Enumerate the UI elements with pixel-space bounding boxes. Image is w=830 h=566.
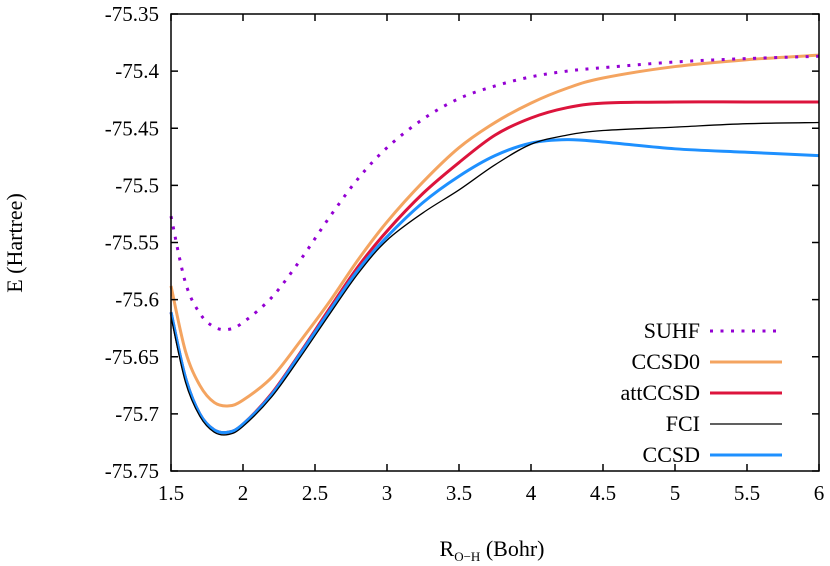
x-tick-label: 5.5: [734, 481, 760, 505]
x-tick-label: 4.5: [590, 481, 616, 505]
x-tick-label: 3: [382, 481, 393, 505]
legend-entry-ccsd: CCSD: [643, 442, 782, 467]
y-tick-label: -75.4: [115, 59, 159, 83]
legend-label: FCI: [666, 411, 700, 436]
legend-entry-ccsd0: CCSD0: [632, 349, 782, 374]
x-tick-label: 6: [814, 481, 825, 505]
axis-ticks: 1.5 2 2.5 3 3.5 4 4.5 5 5.5 6 -75.35 -75.4 -75.45 -75…: [105, 2, 825, 505]
legend-entry-fci: FCI: [666, 411, 782, 436]
y-tick-label: -75.55: [105, 231, 159, 255]
legend-label: attCCSD: [621, 380, 700, 405]
x-tick-label: 2: [238, 481, 249, 505]
plot-frame: [170, 13, 820, 472]
series-line-ccsd0: [169, 53, 820, 408]
x-tick-label: 5: [670, 481, 681, 505]
legend: SUHF CCSD0 attCCSD FCI CCSD: [621, 318, 782, 467]
y-tick-label: -75.7: [115, 402, 159, 426]
x-tick-label: 2.5: [302, 481, 328, 505]
legend-entry-suhf: SUHF: [644, 318, 782, 343]
x-axis-label-sub: O−H: [454, 549, 480, 564]
y-tick-label: -75.65: [105, 345, 159, 369]
y-tick-label: -75.45: [105, 116, 159, 140]
legend-label: CCSD: [643, 442, 700, 467]
x-axis-label: RO−H (Bohr): [440, 536, 545, 564]
series-line-ccsd: [169, 138, 820, 435]
y-tick-label: -75.6: [115, 288, 159, 312]
series-line-fci: [170, 121, 820, 436]
x-axis-label-main: R: [440, 536, 455, 561]
x-axis-label-unit: (Bohr): [480, 536, 544, 561]
legend-label: CCSD0: [632, 349, 700, 374]
y-tick-label: -75.35: [105, 2, 159, 26]
x-tick-label: 4: [526, 481, 537, 505]
curves: [169, 53, 820, 436]
series-line-suhf: [169, 54, 820, 332]
x-tick-label: 1.5: [158, 481, 184, 505]
x-tick-label: 3.5: [446, 481, 472, 505]
y-tick-label: -75.75: [105, 459, 159, 483]
y-axis-label: E (Hartree): [2, 193, 27, 293]
legend-entry-attccsd: attCCSD: [621, 380, 782, 405]
legend-label: SUHF: [644, 318, 700, 343]
y-tick-label: -75.5: [115, 173, 159, 197]
